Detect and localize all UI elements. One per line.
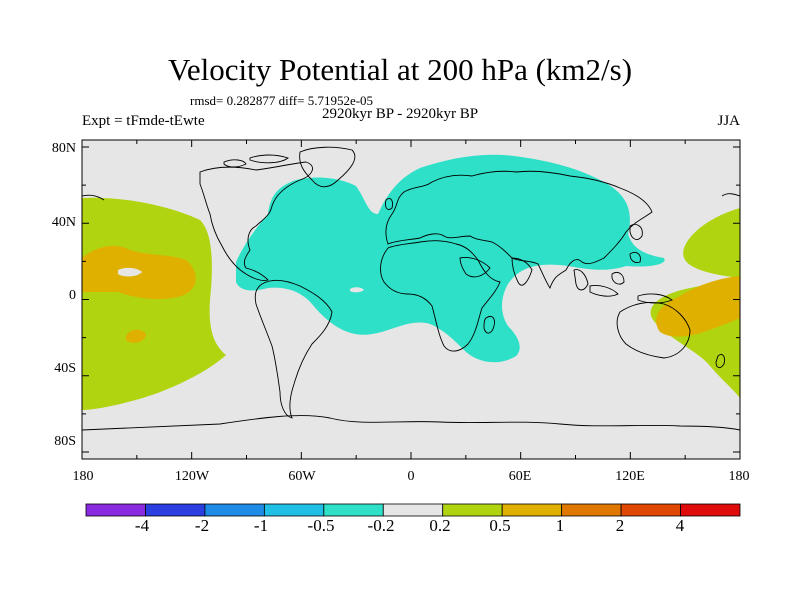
australia-strong-positive-region xyxy=(656,276,740,337)
lon-label-180e: 180 xyxy=(728,469,750,484)
colorbar-label-0-5: 0.5 xyxy=(489,516,511,535)
colorbar-swatch xyxy=(620,503,681,517)
map-field xyxy=(82,140,740,459)
experiment-label: Expt = tFmde-tEwte xyxy=(82,113,205,129)
stats-label: rmsd= 0.282877 diff= 5.71952e-05 xyxy=(190,93,374,108)
pacific-strong-positive-small xyxy=(126,329,146,343)
colorbar-label-neg2: -2 xyxy=(194,516,210,535)
colorbar-label-4: 4 xyxy=(675,516,685,535)
colorbar-swatch xyxy=(561,503,622,517)
lat-label-40n: 40N xyxy=(51,215,76,230)
lon-label-180w: 180 xyxy=(72,469,94,484)
lat-label-40s: 40S xyxy=(54,361,76,376)
axis-ticks xyxy=(81,140,741,459)
chart-title: Velocity Potential at 200 hPa (km2/s) xyxy=(167,52,633,87)
colorbar-label-neg0-2: -0.2 xyxy=(367,516,395,535)
lat-label-80n: 80N xyxy=(51,141,76,156)
period-label: 2920kyr BP - 2920kyr BP xyxy=(322,106,479,122)
colorbar-swatch xyxy=(85,503,146,517)
colorbar-swatch xyxy=(382,503,444,517)
coastlines xyxy=(82,146,740,431)
lat-label-80s: 80S xyxy=(54,434,76,449)
lon-label-120w: 120W xyxy=(174,469,210,484)
lon-label-60w: 60W xyxy=(288,469,316,484)
colorbar-swatch xyxy=(680,503,741,517)
colorbar-swatch xyxy=(442,503,503,517)
atlantic-eurasia-negative-region xyxy=(236,154,665,363)
colorbar xyxy=(85,503,741,517)
colorbar-swatch xyxy=(145,503,206,517)
season-label: JJA xyxy=(717,113,740,129)
pacific-inner-gap xyxy=(118,267,142,277)
colorbar-label-2: 2 xyxy=(615,516,625,535)
lat-label-0: 0 xyxy=(69,288,76,303)
colorbar-swatch xyxy=(263,503,325,517)
lon-label-120e: 120E xyxy=(615,469,645,484)
colorbar-swatch xyxy=(204,503,265,517)
lon-label-60e: 60E xyxy=(508,469,532,484)
lon-label-0: 0 xyxy=(407,469,415,484)
colorbar-label-1: 1 xyxy=(555,516,565,535)
equatorial-atlantic-gap xyxy=(350,287,364,293)
colorbar-label-0-2: 0.2 xyxy=(429,516,451,535)
colorbar-label-neg1: -1 xyxy=(253,516,269,535)
colorbar-label-neg0-5: -0.5 xyxy=(307,516,335,535)
colorbar-swatch xyxy=(323,503,384,517)
colorbar-swatch xyxy=(501,503,563,517)
colorbar-label-neg4: -4 xyxy=(134,516,150,535)
